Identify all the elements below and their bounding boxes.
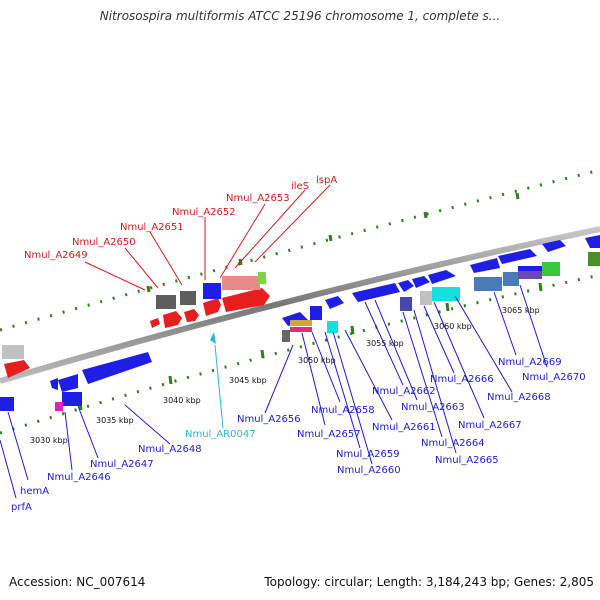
gene-label-bottom[interactable]: Nmul_A2661 <box>372 422 436 433</box>
gene-blue[interactable] <box>282 312 308 326</box>
top-leaders <box>84 184 331 291</box>
gene-label-bottom[interactable]: Nmul_A2656 <box>237 414 301 425</box>
gene-blue[interactable] <box>398 280 414 292</box>
bottom-leaders <box>0 284 548 499</box>
gene-magenta[interactable] <box>55 402 63 411</box>
gene-label-bottom[interactable]: Nmul_A2658 <box>311 405 375 416</box>
gene-label-bottom[interactable]: Nmul_A2665 <box>435 455 499 466</box>
gene-blue[interactable] <box>412 276 430 288</box>
gene-label-bottom[interactable]: Nmul_A2647 <box>90 459 154 470</box>
inner-tick-track <box>0 273 600 435</box>
kbp-label: 3040 kbp <box>163 396 201 405</box>
gene-label-bottom[interactable]: Nmul_A2668 <box>487 392 551 403</box>
gene-label-bottom[interactable]: prfA <box>11 502 32 513</box>
gene-label-top[interactable]: Nmul_A2653 <box>226 193 290 204</box>
gene-blue[interactable] <box>62 392 82 406</box>
gene-blue[interactable] <box>428 270 456 284</box>
gene-blue[interactable] <box>325 296 344 309</box>
gene-label-bottom[interactable]: Nmul_A2657 <box>297 429 361 440</box>
gene-blue[interactable] <box>352 283 400 302</box>
map-title: Nitrosospira multiformis ATCC 25196 chro… <box>99 9 501 23</box>
gene-blue[interactable] <box>82 352 152 384</box>
kbp-label: 3045 kbp <box>229 376 267 385</box>
backbone <box>0 226 600 384</box>
gene-pink[interactable] <box>222 276 260 290</box>
gene-blue[interactable] <box>58 374 78 392</box>
kbp-label: 3055 kbp <box>366 339 404 348</box>
gene-blue[interactable] <box>498 249 537 264</box>
gene-cyan[interactable] <box>327 321 338 333</box>
gene-track-mid <box>282 235 600 333</box>
kbp-label: 3065 kbp <box>502 306 540 315</box>
gene-track-left <box>0 330 290 411</box>
gene-violet[interactable] <box>400 297 412 311</box>
gene-blue[interactable] <box>0 397 14 411</box>
kbp-label: 3060 kbp <box>434 322 472 331</box>
gene-label-top[interactable]: ileS <box>291 181 309 192</box>
kbp-label: 3030 kbp <box>30 436 68 445</box>
gene-gray[interactable] <box>180 291 196 305</box>
gene-blue[interactable] <box>470 258 500 273</box>
gene-red[interactable] <box>222 288 270 312</box>
gene-label-bottom[interactable]: Nmul_A2663 <box>401 402 465 413</box>
gene-label-bottom[interactable]: Nmul_A2660 <box>337 465 401 476</box>
gene-steel[interactable] <box>474 277 502 291</box>
gene-multi[interactable] <box>290 320 312 326</box>
gene-green[interactable] <box>542 262 560 276</box>
gene-gray[interactable] <box>156 295 176 309</box>
gene-blue[interactable] <box>50 378 58 390</box>
gene-label-top[interactable]: Nmul_A2650 <box>72 237 136 248</box>
topology-text: Topology: circular; Length: 3,184,243 bp… <box>264 575 594 589</box>
kbp-label: 3050 kbp <box>298 356 336 365</box>
gene-track-top <box>150 272 270 328</box>
gene-multi[interactable] <box>518 266 542 271</box>
gene-cyan[interactable] <box>210 332 216 344</box>
accession-text: Accession: NC_007614 <box>9 575 146 589</box>
gene-lightgray[interactable] <box>420 291 432 305</box>
gene-label-top[interactable]: lspA <box>316 175 337 186</box>
gene-label-bottom[interactable]: Nmul_A2662 <box>372 386 436 397</box>
gene-label-bottom[interactable]: Nmul_A2670 <box>522 372 586 383</box>
gene-label-top[interactable]: Nmul_A2652 <box>172 207 236 218</box>
gene-label-top[interactable]: Nmul_A2649 <box>24 250 88 261</box>
gene-label-bottom[interactable]: Nmul_A2669 <box>498 357 562 368</box>
gene-red[interactable] <box>184 309 199 322</box>
gene-label-bottom[interactable]: Nmul_A2659 <box>336 449 400 460</box>
gene-label-bottom[interactable]: Nmul_A2666 <box>430 374 494 385</box>
kbp-label: 3035 kbp <box>96 416 134 425</box>
gene-blue[interactable] <box>585 235 600 248</box>
gene-multi[interactable] <box>290 327 312 332</box>
gene-olive[interactable] <box>588 252 600 266</box>
gene-label-bottom[interactable]: hemA <box>20 486 49 497</box>
gene-multi[interactable] <box>518 271 542 279</box>
gene-green[interactable] <box>258 272 266 284</box>
gene-red[interactable] <box>163 311 182 328</box>
gene-label-bottom[interactable]: Nmul_A2667 <box>458 420 522 431</box>
gene-label-bottom[interactable]: Nmul_AR0047 <box>185 429 256 440</box>
gene-label-bottom[interactable]: Nmul_A2646 <box>47 472 111 483</box>
gene-red[interactable] <box>203 298 221 316</box>
gene-label-top[interactable]: Nmul_A2651 <box>120 222 184 233</box>
outer-tick-track <box>0 168 600 332</box>
gene-steel[interactable] <box>503 272 519 286</box>
gene-label-bottom[interactable]: Nmul_A2648 <box>138 444 202 455</box>
gene-blue[interactable] <box>542 240 566 252</box>
gene-cyan[interactable] <box>432 287 460 301</box>
gene-blue[interactable] <box>310 306 322 320</box>
gene-red[interactable] <box>150 318 160 328</box>
gene-blue[interactable] <box>203 283 221 299</box>
gene-red[interactable] <box>4 360 30 378</box>
gene-label-bottom[interactable]: Nmul_A2664 <box>421 438 485 449</box>
bottom-leader-cyan <box>214 344 224 429</box>
gene-gray[interactable] <box>282 330 290 342</box>
gene-lightgray[interactable] <box>2 345 24 359</box>
